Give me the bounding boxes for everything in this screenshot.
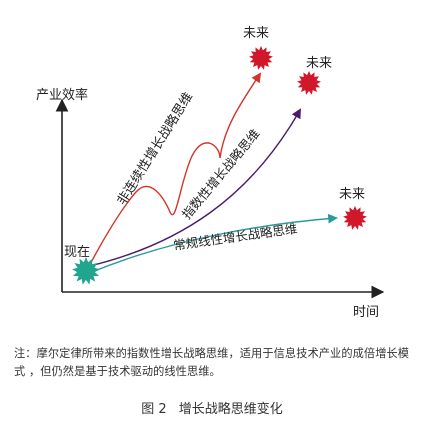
start-burst-icon <box>72 257 100 285</box>
exponential-curve-label: 指数性增长战略思维 <box>179 126 263 222</box>
y-axis-label: 产业效率 <box>36 87 88 103</box>
non-continuous-growth-curve <box>87 72 262 269</box>
future-label-bottom: 未来 <box>339 187 365 202</box>
future-burst-top-icon <box>249 46 273 70</box>
future-label-middle: 未来 <box>306 56 332 71</box>
future-label-top: 未来 <box>243 26 269 41</box>
future-burst-bottom-icon <box>343 206 367 230</box>
figure-title: 增长战略思维变化 <box>178 402 283 417</box>
figure-note: 注：摩尔定律所带来的指数性增长战略思维，适用于信息技术产业的成倍增长模式 ，但仍… <box>14 347 410 378</box>
start-label: 现在 <box>64 245 90 260</box>
x-axis-label: 时间 <box>353 305 379 320</box>
growth-strategy-diagram: 产业效率 时间 非连续性增长战略思维 指数性增长战略思维 常规线性增长战略思维 … <box>36 26 385 320</box>
exponential-growth-curve <box>89 108 301 267</box>
figure-number: 图 2 <box>141 402 167 417</box>
linear-growth-curve <box>91 213 338 273</box>
figure-caption: 图 2 增长战略思维变化 <box>0 398 424 417</box>
future-burst-middle-icon <box>297 71 321 95</box>
